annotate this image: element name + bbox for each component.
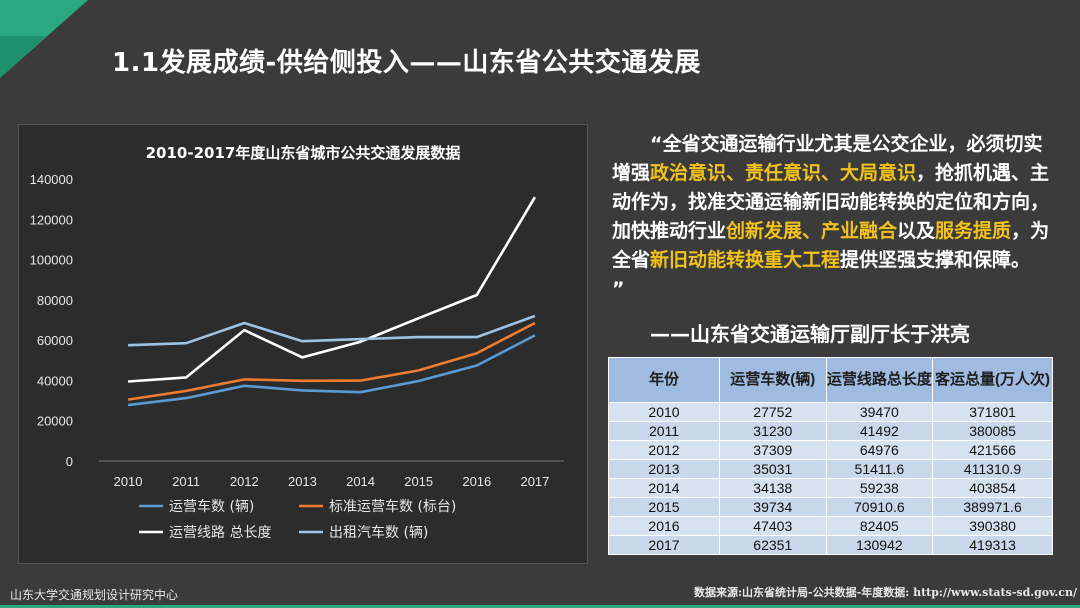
x-tick-label: 2011 bbox=[172, 474, 200, 489]
legend-label-4: 出租汽车数 (辆) bbox=[329, 524, 428, 541]
quote-close-mark: ” bbox=[612, 278, 625, 300]
x-tick-label: 2016 bbox=[462, 474, 491, 489]
cell-year: 2015 bbox=[608, 497, 720, 517]
header-vehicles: 运营车数(辆) bbox=[719, 357, 827, 403]
table-row: 2014 34138 59238 403854 bbox=[608, 478, 1053, 498]
quote-part-2: ，抢抓机遇、主动作为，找准交通运输新旧动能转换的定位和方向，加快推动行业 bbox=[612, 162, 1050, 242]
cell-route-length: 51411.6 bbox=[825, 459, 934, 479]
table-row: 2017 62351 130942 419313 bbox=[608, 535, 1053, 555]
slide-title: 1.1发展成绩-供给侧投入——山东省公共交通发展 bbox=[112, 48, 701, 78]
chart-title: 2010-2017年度山东省城市公共交通发展数据 bbox=[146, 144, 461, 162]
cell-vehicles: 39734 bbox=[719, 497, 827, 517]
cell-year: 2017 bbox=[608, 535, 720, 555]
cell-route-length: 130942 bbox=[825, 535, 934, 555]
x-tick-label: 2017 bbox=[520, 474, 549, 489]
table-row: 2016 47403 82405 390380 bbox=[608, 516, 1053, 536]
series-line-3 bbox=[128, 196, 537, 383]
series-line-1 bbox=[127, 334, 536, 407]
quote-highlight-4: 新旧动能转换重大工程 bbox=[650, 249, 841, 271]
table-row: 2015 39734 70910.6 389971.6 bbox=[608, 497, 1053, 517]
quote-part-4: ，为全省 bbox=[612, 220, 1050, 271]
footer-source: 数据来源:山东省统计局-公共数据-年度数据: http://www.stats-… bbox=[694, 586, 1077, 599]
y-tick-label: 40000 bbox=[37, 373, 73, 388]
quote-part-1: 全省交通运输行业尤其是公交企业，必须切实增强 bbox=[612, 133, 1043, 184]
quote-highlight-1: 政治意识、责任意识、大局意识 bbox=[650, 162, 917, 184]
cell-passenger-volume: 403854 bbox=[932, 478, 1053, 498]
cell-vehicles: 31230 bbox=[719, 421, 827, 441]
cell-passenger-volume: 419313 bbox=[932, 535, 1053, 555]
cell-passenger-volume: 371801 bbox=[932, 402, 1053, 422]
x-tick-label: 2012 bbox=[230, 474, 259, 489]
table-header-row: 年份 运营车数(辆) 运营线路总长度 客运总量(万人次) bbox=[608, 357, 1053, 403]
cell-vehicles: 62351 bbox=[719, 535, 827, 555]
quote-text: “全省交通运输行业尤其是公交企业，必须切实增强政治意识、责任意识、大局意识，抢抓… bbox=[612, 130, 1052, 304]
cell-route-length: 39470 bbox=[825, 402, 934, 422]
cell-vehicles: 47403 bbox=[719, 516, 827, 536]
table-row: 2013 35031 51411.6 411310.9 bbox=[608, 459, 1053, 479]
x-tick-label: 2010 bbox=[114, 474, 143, 489]
header-route-length: 运营线路总长度 bbox=[825, 357, 934, 403]
footer-accent-line bbox=[0, 605, 1080, 608]
cell-vehicles: 34138 bbox=[719, 478, 827, 498]
y-tick-label: 100000 bbox=[30, 253, 73, 268]
x-tick-label: 2014 bbox=[346, 474, 375, 489]
corner-decoration-inner bbox=[0, 36, 46, 78]
cell-passenger-volume: 411310.9 bbox=[932, 459, 1053, 479]
y-tick-label: 60000 bbox=[37, 333, 73, 348]
y-tick-label: 20000 bbox=[37, 414, 73, 429]
cell-passenger-volume: 390380 bbox=[932, 516, 1053, 536]
table-row: 2012 37309 64976 421566 bbox=[608, 440, 1053, 460]
chart-panel: 2010-2017年度山东省城市公共交通发展数据 0 20000 40000 60000… bbox=[18, 124, 588, 564]
table-row: 2011 31230 41492 380085 bbox=[608, 421, 1053, 441]
cell-passenger-volume: 389971.6 bbox=[932, 497, 1053, 517]
cell-route-length: 41492 bbox=[825, 421, 934, 441]
cell-vehicles: 27752 bbox=[719, 402, 827, 422]
cell-vehicles: 35031 bbox=[719, 459, 827, 479]
y-tick-label: 120000 bbox=[30, 212, 73, 227]
x-tick-label: 2015 bbox=[404, 474, 433, 489]
cell-year: 2013 bbox=[608, 459, 720, 479]
data-table: 年份 运营车数(辆) 运营线路总长度 客运总量(万人次) 2010 27752 39… bbox=[608, 357, 1053, 555]
y-tick-label: 0 bbox=[66, 454, 73, 469]
quote-highlight-3: 服务提质 bbox=[935, 220, 1012, 242]
cell-vehicles: 37309 bbox=[719, 440, 827, 460]
cell-year: 2010 bbox=[608, 402, 720, 422]
header-passenger-volume: 客运总量(万人次) bbox=[932, 357, 1053, 403]
cell-year: 2014 bbox=[608, 478, 720, 498]
quote-part-3: 以及 bbox=[897, 220, 936, 242]
quote-author: ——山东省交通运输厅副厅长于洪亮 bbox=[650, 322, 970, 346]
cell-year: 2011 bbox=[608, 421, 720, 441]
cell-route-length: 64976 bbox=[825, 440, 934, 460]
series-line-4 bbox=[128, 314, 536, 347]
y-tick-label: 80000 bbox=[37, 293, 73, 308]
footer-bar bbox=[0, 580, 1080, 608]
quote-open-mark: “ bbox=[650, 133, 663, 155]
cell-route-length: 59238 bbox=[825, 478, 934, 498]
legend-label-1: 运营车数 (辆) bbox=[169, 498, 254, 515]
cell-route-length: 70910.6 bbox=[825, 497, 934, 517]
table-body: 2010 27752 39470 371801 2011 31230 41492 380085… bbox=[608, 402, 1053, 555]
cell-passenger-volume: 380085 bbox=[932, 421, 1053, 441]
quote-highlight-2: 创新发展、产业融合 bbox=[726, 220, 898, 242]
quote-part-5: 提供坚强支撑和保障。 bbox=[840, 249, 1031, 271]
legend-label-2: 标准运营车数 (标台) bbox=[329, 498, 456, 515]
cell-passenger-volume: 421566 bbox=[932, 440, 1053, 460]
legend-label-3: 运营线路 总长度 bbox=[169, 525, 271, 541]
table-row: 2010 27752 39470 371801 bbox=[608, 402, 1053, 422]
cell-year: 2012 bbox=[608, 440, 720, 460]
cell-route-length: 82405 bbox=[825, 516, 934, 536]
header-year: 年份 bbox=[608, 357, 720, 403]
series-line-2 bbox=[127, 321, 536, 401]
y-tick-label: 140000 bbox=[30, 172, 73, 187]
line-chart: 2010-2017年度山东省城市公共交通发展数据 0 20000 40000 60000… bbox=[30, 144, 564, 541]
x-tick-label: 2013 bbox=[288, 474, 317, 489]
cell-year: 2016 bbox=[608, 516, 720, 536]
footer-organization: 山东大学交通规划设计研究中心 bbox=[10, 588, 179, 602]
